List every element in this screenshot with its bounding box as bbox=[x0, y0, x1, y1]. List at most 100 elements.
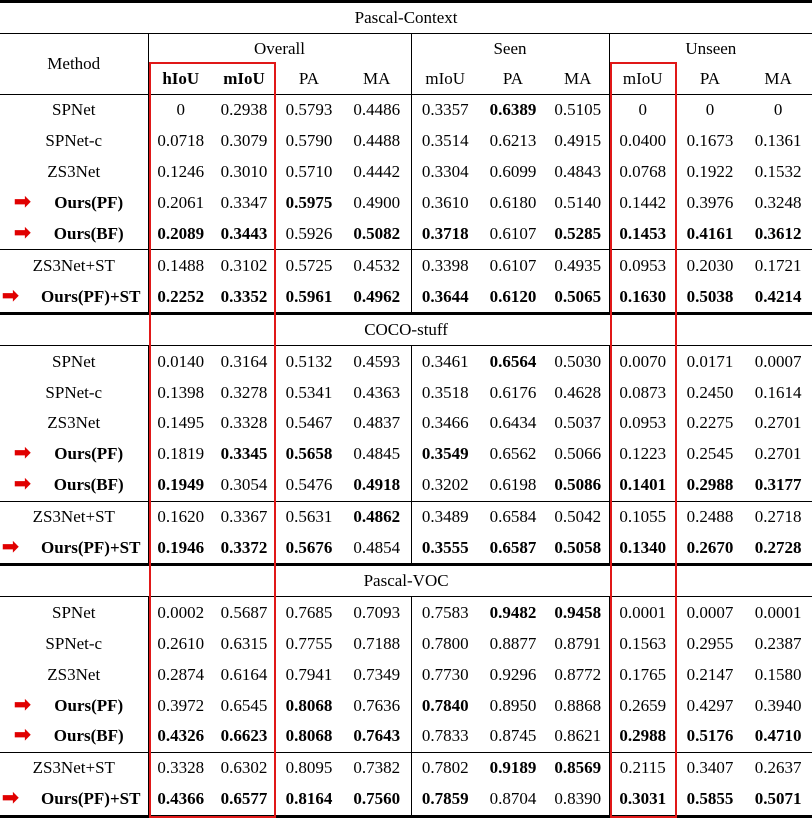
value-cell: 0.4900 bbox=[353, 193, 401, 213]
value-cell: 0.7583 bbox=[410, 596, 479, 629]
value-cell: 0.6562 bbox=[489, 444, 537, 464]
value-cell: 0.6164 bbox=[220, 664, 268, 684]
table-row: SPNet-c 0.2610 0.6315 0.7755 0.7188 0.7800 0.8… bbox=[0, 628, 812, 660]
value-cell: 0.7188 bbox=[353, 633, 401, 653]
right-arrow-icon: ➡ bbox=[14, 473, 31, 496]
method-name: ZS3Net+ST bbox=[32, 758, 115, 778]
method-name: SPNet bbox=[52, 602, 96, 622]
value-cell: 0.1946 bbox=[147, 532, 213, 565]
method-name: SPNet-c bbox=[45, 131, 103, 151]
value-cell: 0.2450 bbox=[686, 382, 734, 402]
method-cell: ZS3Net+ST bbox=[0, 500, 148, 533]
group-header: Seen bbox=[410, 33, 609, 64]
value-cell: 0.4161 bbox=[686, 224, 734, 243]
value-cell: 0.5855 bbox=[676, 783, 744, 818]
table-row: ZS3Net 0.1246 0.3010 0.5710 0.4442 0.3304 0.60… bbox=[0, 156, 812, 188]
method-name: Ours(PF)+ST bbox=[41, 286, 141, 306]
method-name: SPNet-c bbox=[45, 633, 103, 653]
method-name: SPNet bbox=[52, 351, 96, 371]
value-cell: 0.4442 bbox=[353, 162, 401, 182]
value-cell: 0 bbox=[676, 93, 744, 126]
value-cell: 0.4935 bbox=[547, 249, 609, 282]
right-arrow-icon: ➡ bbox=[14, 191, 31, 214]
method-cell: ➡ Ours(PF)+ST bbox=[0, 783, 148, 818]
header-group-row: Method Overall Seen Unseen bbox=[0, 33, 812, 95]
method-name: Ours(BF) bbox=[53, 726, 124, 746]
value-cell: 0.6099 bbox=[489, 162, 537, 182]
value-cell: 0.3443 bbox=[220, 224, 268, 243]
value-cell: 0 bbox=[744, 93, 812, 126]
table-row: ➡ Ours(PF)+ST 0.2252 0.3352 0.5961 0.4962 0.36… bbox=[0, 281, 812, 314]
value-cell: 0.3202 bbox=[410, 469, 479, 502]
value-cell: 0.1614 bbox=[754, 382, 802, 402]
method-cell: SPNet bbox=[0, 345, 148, 378]
table-row: ➡ Ours(BF) 0.4326 0.6623 0.8068 0.7643 0.7833 0… bbox=[0, 721, 812, 753]
value-cell: 0.2061 bbox=[147, 187, 213, 219]
value-cell: 0.2659 bbox=[608, 690, 676, 722]
value-cell: 0.8068 bbox=[285, 726, 333, 746]
value-cell: 0.3644 bbox=[410, 281, 479, 314]
method-name: Ours(PF) bbox=[54, 193, 124, 213]
value-cell: 0.6545 bbox=[220, 695, 268, 715]
section-title-row: Pascal-VOC bbox=[0, 563, 812, 597]
value-cell: 0.3549 bbox=[410, 438, 479, 470]
value-cell: 0.4532 bbox=[343, 249, 411, 282]
value-cell: 0.3079 bbox=[220, 131, 268, 151]
table-row: ➡ Ours(PF)+ST 0.4366 0.6577 0.8164 0.7560 0.78… bbox=[0, 783, 812, 818]
value-cell: 0.8569 bbox=[547, 751, 609, 784]
value-cell: 0.5341 bbox=[285, 382, 333, 402]
method-cell: SPNet-c bbox=[0, 377, 148, 408]
section-title: Pascal-Context bbox=[0, 0, 812, 34]
method-name: ZS3Net bbox=[47, 162, 101, 182]
right-arrow-icon: ➡ bbox=[2, 536, 19, 559]
value-cell: 0.2387 bbox=[754, 633, 802, 653]
value-cell: 0.2147 bbox=[686, 664, 734, 684]
sub-header: PA bbox=[699, 69, 721, 88]
value-cell: 0.7755 bbox=[285, 633, 333, 653]
method-cell: ➡ Ours(PF)+ST bbox=[0, 533, 148, 565]
table-row: SPNet-c 0.1398 0.3278 0.5341 0.4363 0.3518 0.6… bbox=[0, 377, 812, 409]
method-name: ZS3Net bbox=[47, 664, 101, 684]
table-row: SPNet 0.0002 0.5687 0.7685 0.7093 0.7583 0.948… bbox=[0, 596, 812, 629]
table-row: ZS3Net+ST 0.1488 0.3102 0.5725 0.4532 0.3398 0… bbox=[0, 249, 812, 282]
value-cell: 0.0007 bbox=[744, 345, 812, 378]
sub-header: MA bbox=[363, 69, 391, 88]
value-cell: 0.6120 bbox=[489, 286, 537, 306]
value-cell: 0.5285 bbox=[554, 224, 602, 243]
value-cell: 0.6107 bbox=[489, 224, 537, 243]
value-cell: 0.6389 bbox=[479, 93, 547, 126]
value-cell: 0.5071 bbox=[744, 783, 812, 818]
value-cell: 0.5086 bbox=[554, 475, 602, 495]
value-cell: 0.5038 bbox=[686, 286, 734, 306]
value-cell: 0.3461 bbox=[410, 345, 479, 378]
value-cell: 0.6180 bbox=[489, 193, 537, 213]
value-cell: 0.1453 bbox=[608, 218, 676, 250]
value-cell: 0.9189 bbox=[479, 751, 547, 784]
value-cell: 0.1949 bbox=[147, 469, 213, 502]
value-cell: 0.4363 bbox=[353, 382, 401, 402]
value-cell: 0.5710 bbox=[285, 162, 333, 182]
value-cell: 0.3304 bbox=[410, 156, 479, 188]
value-cell: 0.2089 bbox=[147, 218, 213, 250]
value-cell: 0.3612 bbox=[754, 224, 802, 243]
value-cell: 0.1765 bbox=[608, 659, 676, 691]
value-cell: 0.4837 bbox=[353, 413, 401, 433]
method-cell: ZS3Net bbox=[0, 659, 148, 690]
right-arrow-icon: ➡ bbox=[14, 222, 31, 244]
value-cell: 0.4918 bbox=[353, 475, 401, 495]
value-cell: 0.2938 bbox=[213, 93, 275, 126]
value-cell: 0.6623 bbox=[220, 726, 268, 746]
right-arrow-icon: ➡ bbox=[14, 724, 31, 747]
value-cell: 0.9482 bbox=[479, 596, 547, 629]
value-cell: 0.8704 bbox=[479, 783, 547, 818]
method-name: Ours(PF) bbox=[54, 695, 124, 715]
value-cell: 0.7093 bbox=[343, 596, 411, 629]
value-cell: 0.4915 bbox=[554, 131, 602, 151]
right-arrow-icon: ➡ bbox=[14, 693, 31, 716]
value-cell: 0.4214 bbox=[754, 286, 802, 306]
value-cell: 0.4628 bbox=[554, 382, 602, 402]
value-cell: 0.3489 bbox=[410, 500, 479, 533]
value-cell: 0.6176 bbox=[489, 382, 537, 402]
value-cell: 0.5042 bbox=[547, 500, 609, 533]
